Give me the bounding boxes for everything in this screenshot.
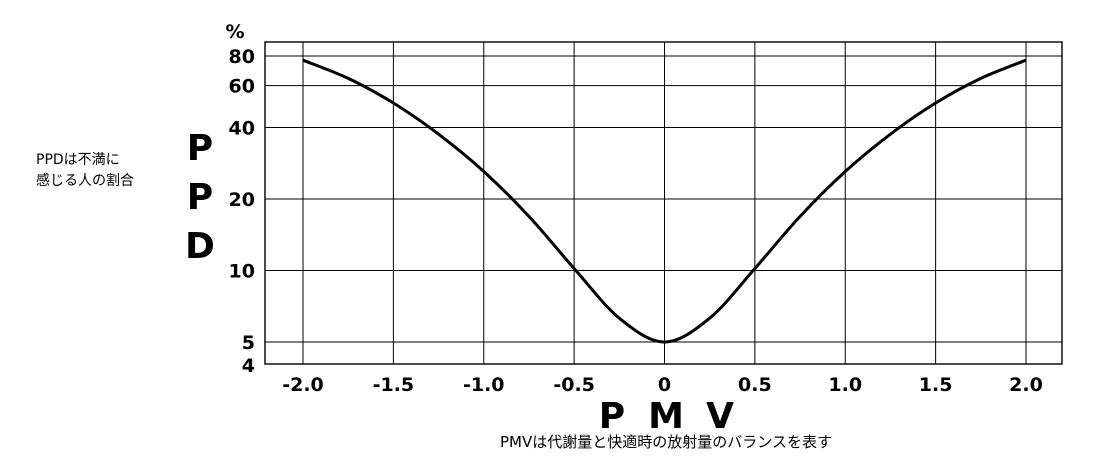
y-axis-letter: D [185,226,215,267]
y-tick-label: 60 [229,76,255,98]
y-tick-labels: 45 10 20 40 60 80 [229,46,255,377]
x-tick-label: 0.5 [738,374,772,396]
ppd-curve [302,58,1027,344]
x-tick-label: -1.0 [463,374,505,396]
vertical-gridlines [302,42,1027,364]
x-axis-letter: P [599,396,625,437]
x-axis-letter: V [706,396,734,437]
pmv-description: PMVは代謝量と快適時の放射量のバランスを表す [500,433,832,451]
x-tick-label: 2.0 [1009,374,1043,396]
y-tick-label: 80 [229,46,255,68]
y-tick-label: 20 [229,189,255,211]
horizontal-gridlines [265,55,1062,343]
x-tick-label: 0 [658,374,671,396]
x-tick-label: 1.0 [828,374,862,396]
y-axis-label: PPD [185,128,215,267]
y-unit-label: % [225,21,244,43]
ppd-description: PPDは不満に 感じる人の割合 [36,152,134,189]
x-tick-label: -2.0 [282,374,324,396]
y-tick-label: 5 [242,332,255,354]
x-tick-label: -0.5 [553,374,595,396]
y-axis-letter: P [187,128,213,169]
x-tick-label: -1.5 [373,374,415,396]
plot-frame [264,41,1063,365]
y-tick-label: 4 [242,355,255,377]
y-tick-label: 40 [229,118,255,140]
x-tick-labels: -2.0 -1.5 -1.0 -0.5 0 0.5 1.0 1.5 2.0 [282,374,1043,396]
x-axis-letter: M [648,396,684,437]
x-tick-label: 1.5 [919,374,953,396]
y-tick-label: 10 [229,261,255,283]
y-axis-letter: P [187,177,213,218]
